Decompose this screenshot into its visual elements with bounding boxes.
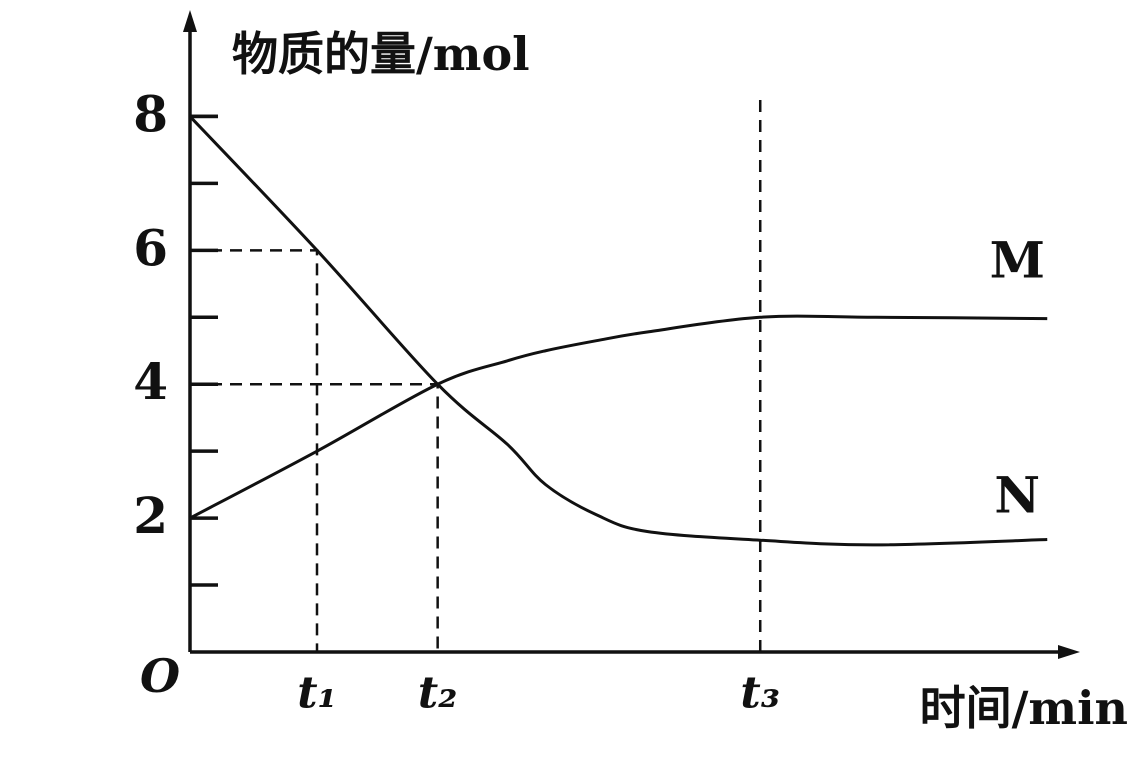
y-arrow: [183, 10, 197, 32]
guide-line: [190, 382, 439, 652]
series-line: [189, 314, 1048, 520]
x-tick-label: t₁: [297, 668, 337, 719]
origin-label: O: [140, 649, 180, 703]
x-arrow: [1058, 645, 1080, 659]
x-tick-label: t₃: [740, 668, 780, 719]
y-tick-label: 6: [133, 218, 168, 277]
series-line: [188, 115, 1048, 547]
series-label: N: [994, 466, 1040, 525]
y-axis-label: 物质的量/mol: [232, 27, 530, 81]
x-axis-label: 时间/min: [920, 681, 1128, 735]
y-tick-label: 2: [133, 486, 168, 545]
y-tick-label: 4: [133, 352, 168, 411]
series-label: M: [990, 231, 1045, 290]
x-tick-label: t₂: [418, 668, 458, 719]
y-tick-label: 8: [133, 84, 168, 143]
